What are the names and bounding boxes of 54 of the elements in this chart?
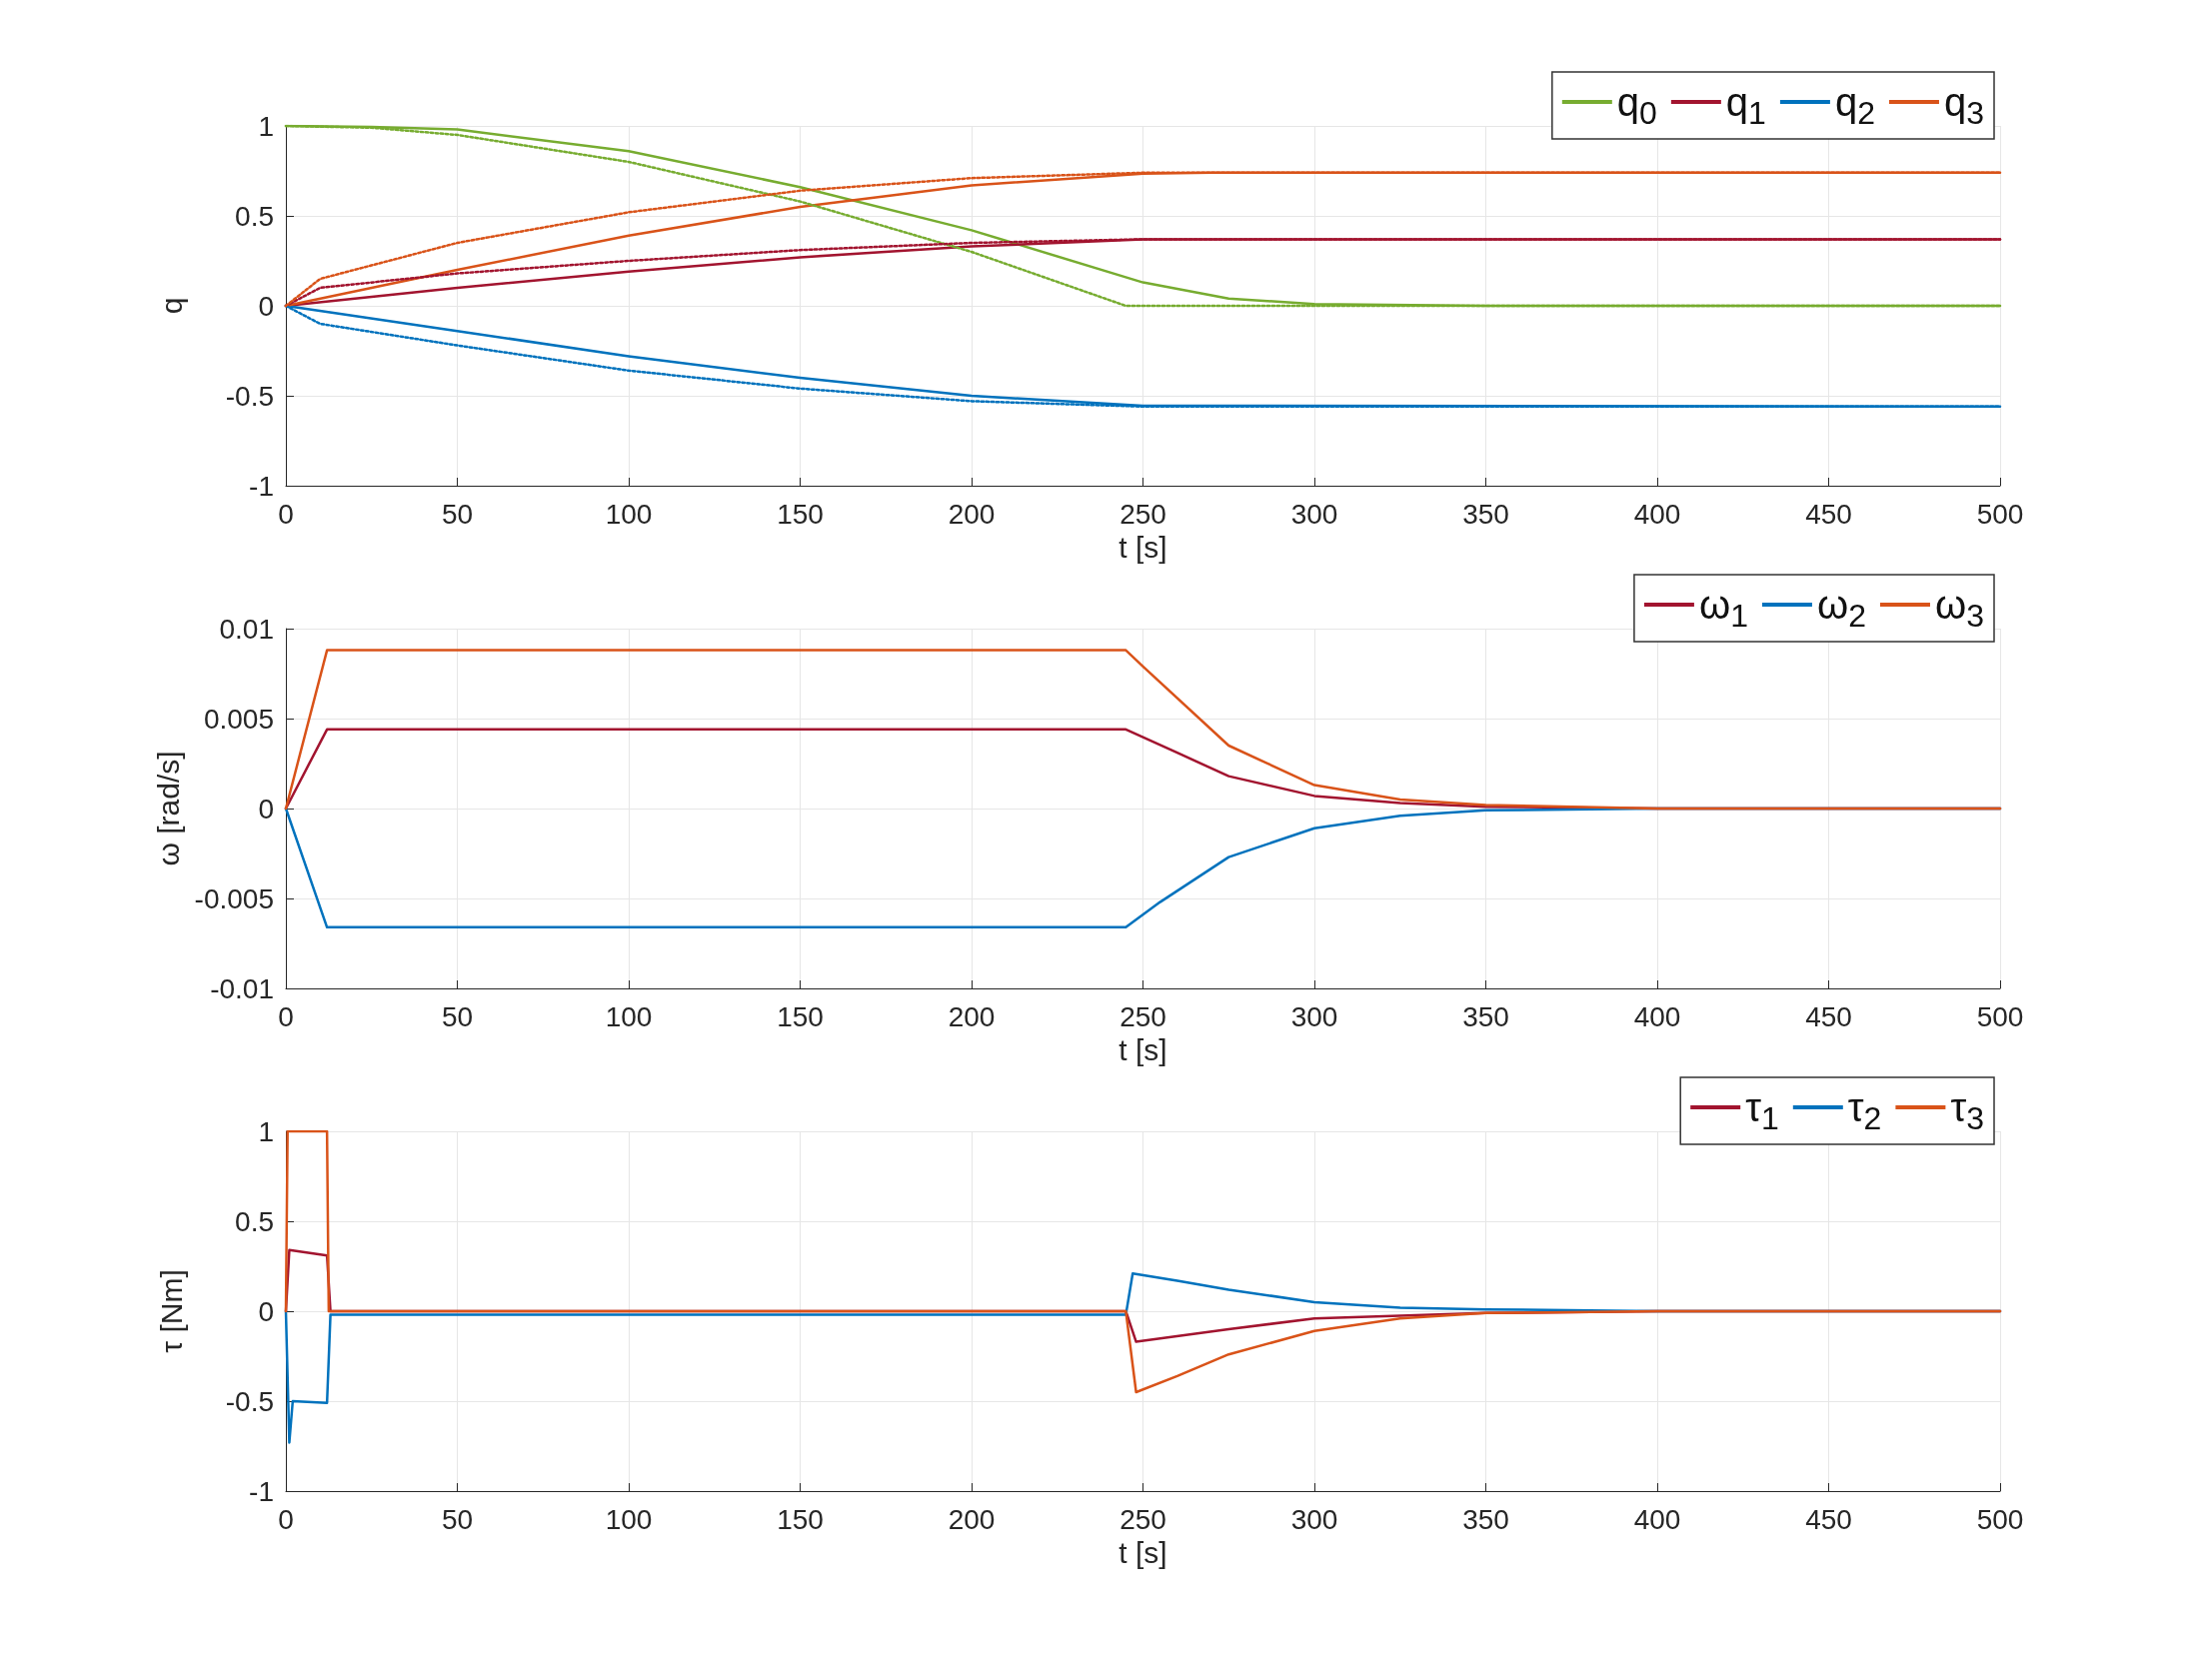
x-tick-label: 300 xyxy=(1290,498,1338,530)
x-tick-label: 500 xyxy=(1976,498,2024,530)
x-tick-label: 0 xyxy=(278,1000,294,1032)
y-tick-label: 0 xyxy=(258,1295,274,1327)
x-tick-label: 0 xyxy=(278,498,294,530)
x-tick-label: 500 xyxy=(1976,1503,2024,1535)
x-tick-label: 0 xyxy=(278,1503,294,1535)
y-axis-title: q xyxy=(154,297,188,315)
x-tick-label: 250 xyxy=(1119,498,1166,530)
y-tick-label: -0.01 xyxy=(210,972,274,1004)
y-tick-label: -0.005 xyxy=(194,882,274,914)
x-axis-title: t [s] xyxy=(1118,531,1167,565)
x-tick-label: 350 xyxy=(1462,1503,1509,1535)
y-tick-label: -0.5 xyxy=(225,380,274,412)
x-axis-title: t [s] xyxy=(1118,1033,1167,1067)
x-tick-label: 350 xyxy=(1462,1000,1509,1032)
y-tick-label: 0 xyxy=(258,793,274,825)
y-tick-label: 0 xyxy=(258,290,274,322)
y-axis-title: ω [rad/s] xyxy=(152,751,186,866)
x-tick-label: 300 xyxy=(1290,1503,1338,1535)
y-tick-label: 0.005 xyxy=(203,703,274,735)
x-tick-label: 50 xyxy=(441,498,474,530)
x-tick-label: 50 xyxy=(441,1503,474,1535)
x-tick-label: 400 xyxy=(1633,1000,1681,1032)
y-tick-label: 1 xyxy=(258,1115,274,1147)
y-axis-title: τ [Nm] xyxy=(154,1269,188,1353)
x-tick-label: 400 xyxy=(1633,1503,1681,1535)
y-tick-label: 0.5 xyxy=(235,1205,274,1237)
x-tick-label: 450 xyxy=(1805,498,1852,530)
x-tick-label: 200 xyxy=(948,1000,996,1032)
x-tick-label: 200 xyxy=(948,498,996,530)
x-tick-label: 350 xyxy=(1462,498,1509,530)
y-tick-label: 1 xyxy=(258,110,274,142)
x-tick-label: 300 xyxy=(1290,1000,1338,1032)
x-tick-label: 450 xyxy=(1805,1503,1852,1535)
x-tick-label: 450 xyxy=(1805,1000,1852,1032)
x-tick-label: 100 xyxy=(605,498,653,530)
x-tick-label: 200 xyxy=(948,1503,996,1535)
x-tick-label: 250 xyxy=(1119,1000,1166,1032)
x-tick-label: 150 xyxy=(777,1503,824,1535)
y-tick-label: -0.5 xyxy=(225,1385,274,1417)
y-tick-label: -1 xyxy=(249,1475,274,1507)
x-tick-label: 150 xyxy=(777,498,824,530)
x-tick-label: 250 xyxy=(1119,1503,1166,1535)
x-tick-label: 100 xyxy=(605,1000,653,1032)
x-tick-label: 400 xyxy=(1633,498,1681,530)
x-tick-label: 150 xyxy=(777,1000,824,1032)
x-tick-label: 500 xyxy=(1976,1000,2024,1032)
x-tick-label: 100 xyxy=(605,1503,653,1535)
y-tick-label: 0.01 xyxy=(219,613,274,645)
y-tick-label: -1 xyxy=(249,470,274,502)
x-tick-label: 50 xyxy=(441,1000,474,1032)
y-tick-label: 0.5 xyxy=(235,200,274,232)
x-axis-title: t [s] xyxy=(1118,1536,1167,1570)
